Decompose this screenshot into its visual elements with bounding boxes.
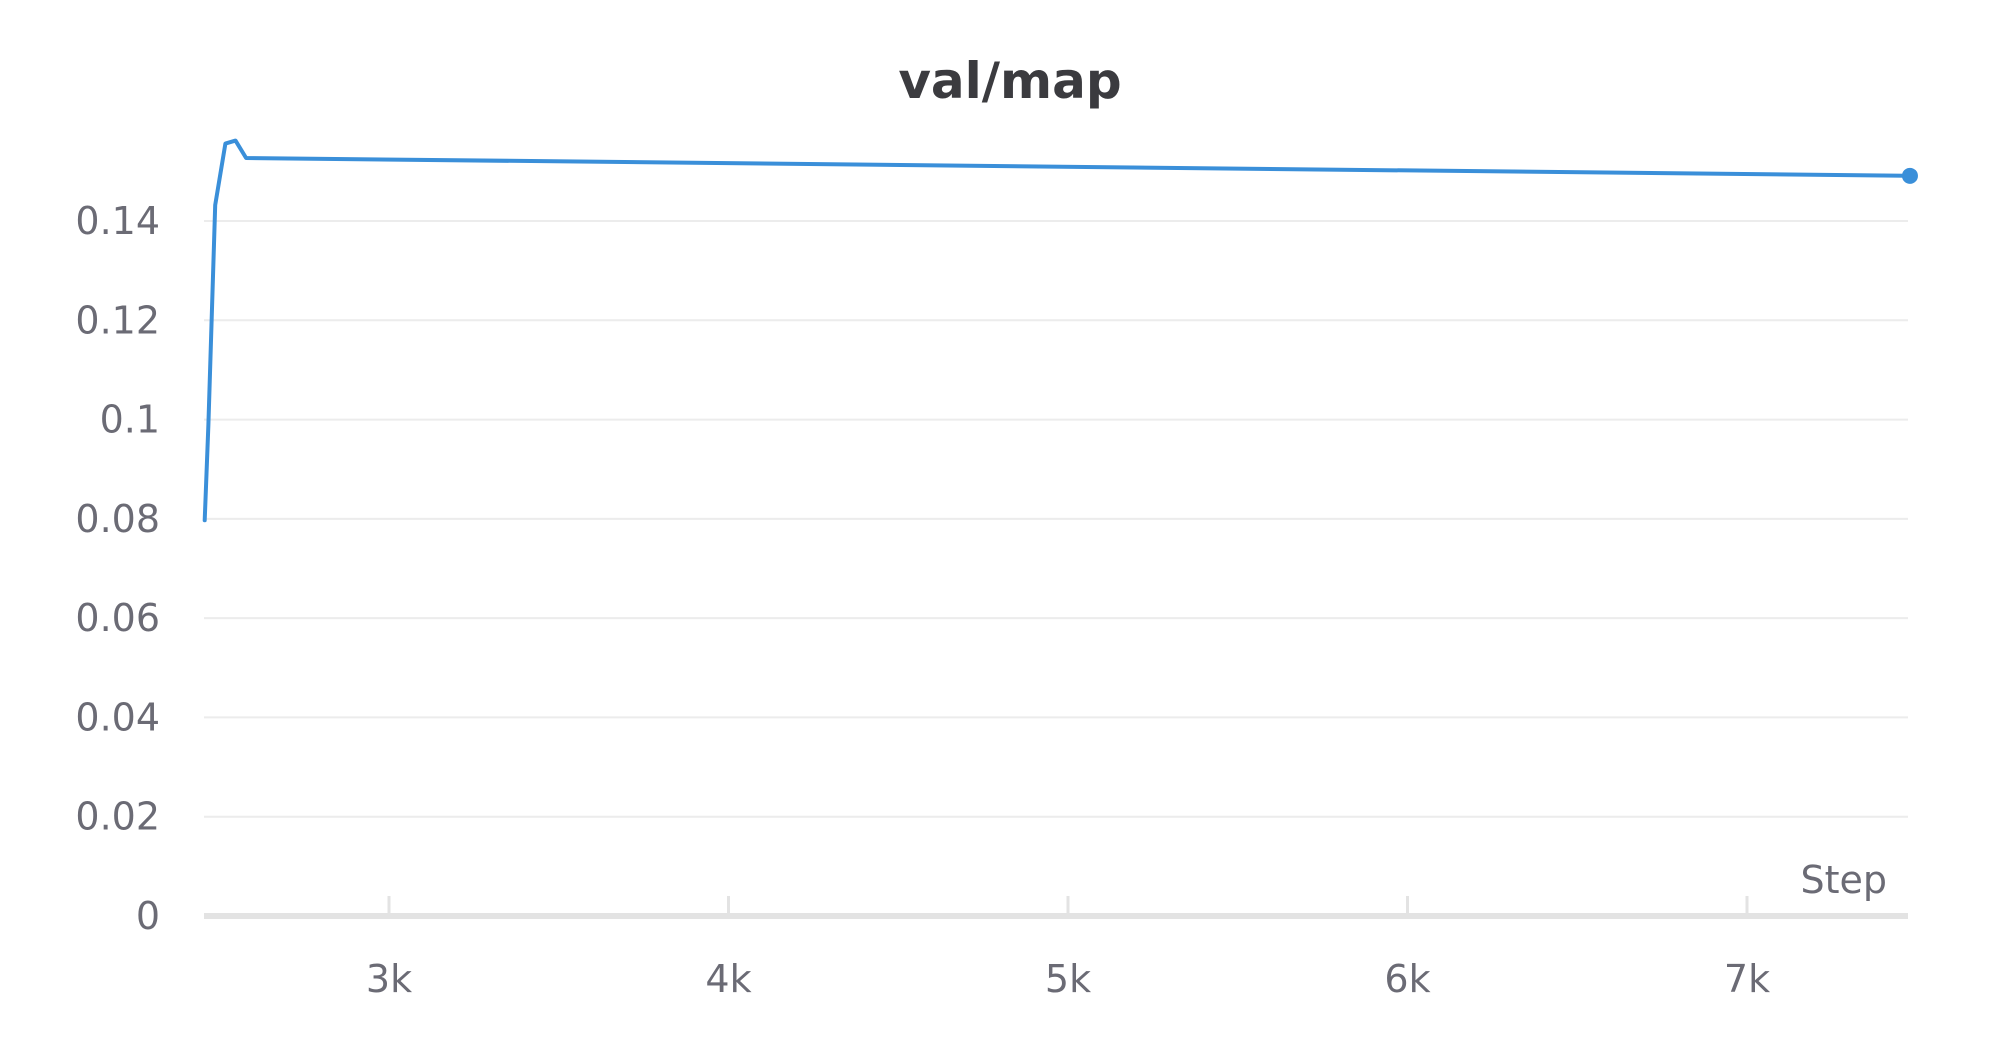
- series-layer: [202, 138, 1918, 523]
- x-axis-label: Step: [1800, 858, 1887, 902]
- x-tick-label: 7k: [1724, 957, 1770, 1001]
- x-tick-label: 4k: [705, 957, 751, 1001]
- y-tick-label: 0.14: [75, 199, 160, 243]
- grid-lines: [204, 220, 1908, 818]
- series-line: [202, 138, 1912, 523]
- y-tick-label: 0.06: [75, 596, 160, 640]
- x-tick-label: 5k: [1045, 957, 1091, 1001]
- series-end-marker: [1901, 167, 1918, 184]
- y-tick-label: 0.04: [75, 695, 160, 739]
- x-tick-label: 3k: [366, 957, 412, 1001]
- y-tick-label: 0.08: [75, 497, 160, 541]
- x-axis: 3k 4k 5k 6k 7k: [204, 896, 1908, 1001]
- y-tick-label: 0.1: [100, 398, 160, 442]
- chart-title: val/map: [898, 52, 1121, 110]
- y-tick-label: 0.02: [75, 795, 160, 839]
- x-tick-label: 6k: [1384, 957, 1430, 1001]
- y-axis: 0 0.02 0.04 0.06 0.08 0.1 0.12 0.14: [75, 199, 160, 938]
- y-tick-label: 0: [136, 894, 160, 938]
- y-tick-label: 0.12: [75, 298, 160, 342]
